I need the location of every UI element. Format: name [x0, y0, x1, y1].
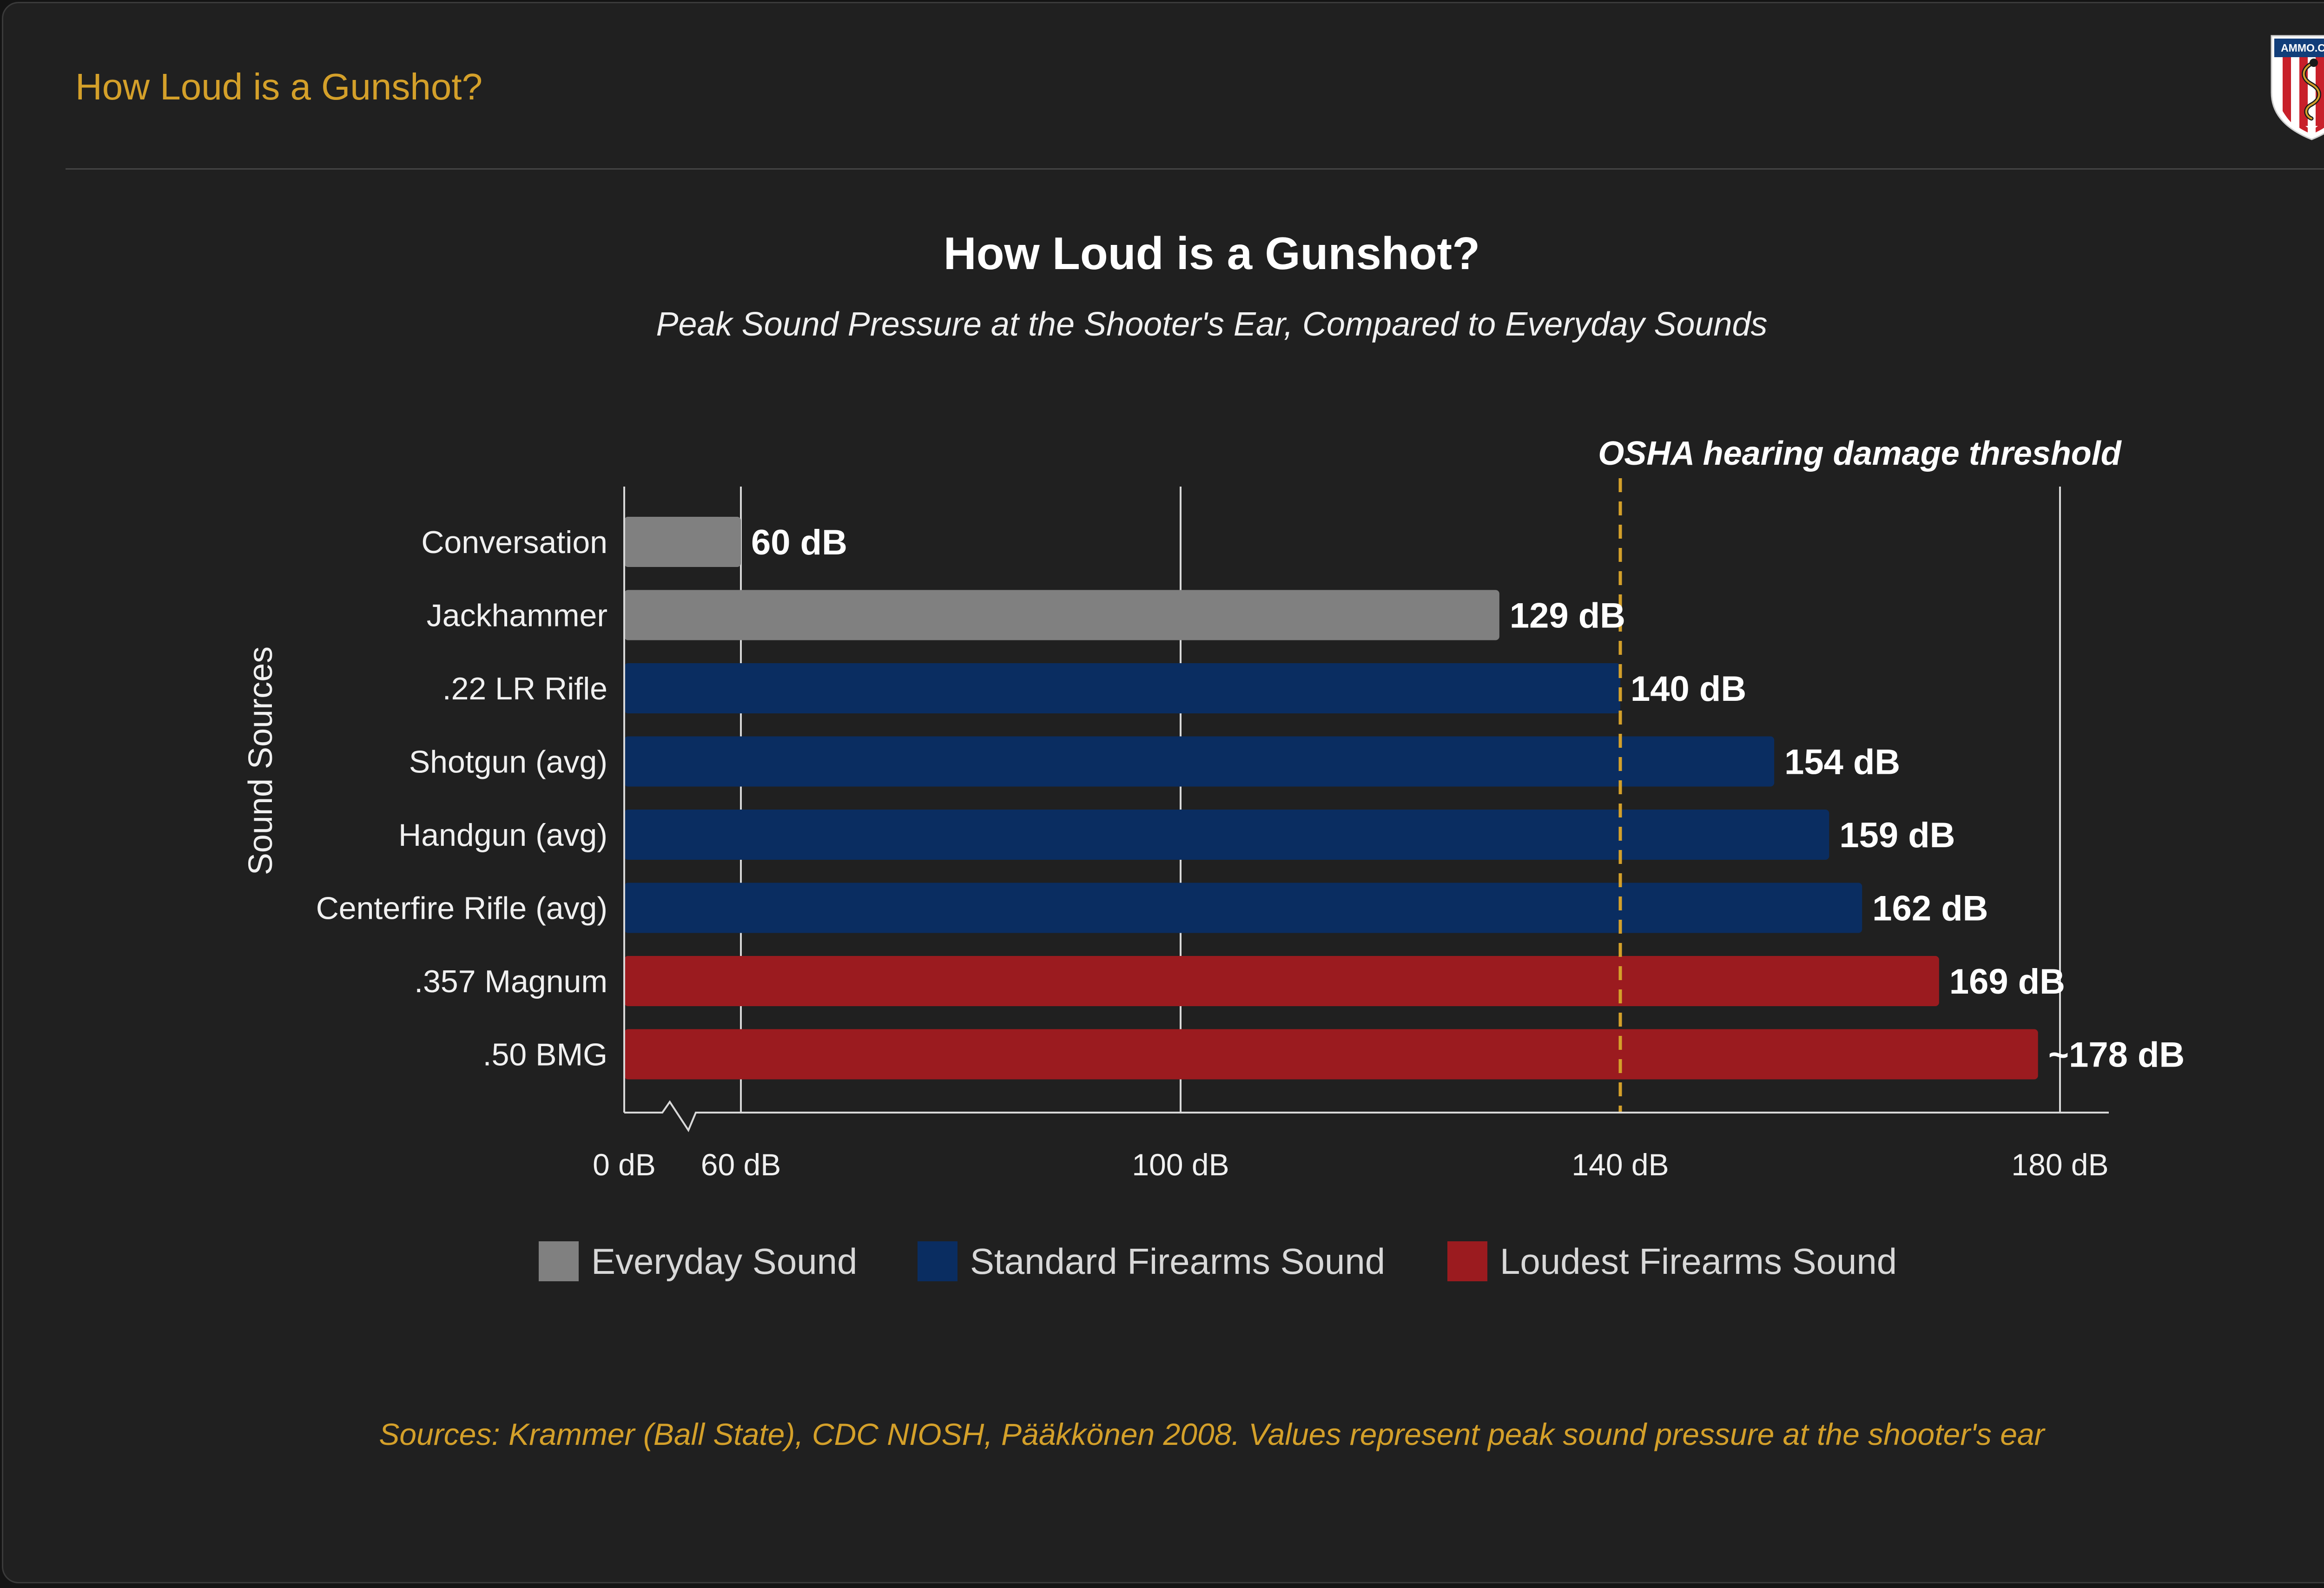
bars	[624, 517, 2038, 1080]
legend-swatch	[918, 1241, 957, 1281]
bar	[624, 810, 1829, 860]
bar	[624, 517, 741, 567]
legend-swatch	[1447, 1241, 1487, 1281]
legend-swatch	[539, 1241, 579, 1281]
category-label: Conversation	[421, 525, 607, 560]
category-label: Shotgun (avg)	[409, 745, 607, 780]
tick-label: 180 dB	[2011, 1147, 2108, 1182]
bar	[624, 590, 1499, 640]
bar	[624, 663, 1620, 713]
category-label: Handgun (avg)	[398, 817, 607, 853]
page-title: How Loud is a Gunshot?	[75, 66, 483, 107]
tick-label: 60 dB	[701, 1147, 781, 1182]
grid-lines	[740, 487, 2061, 1113]
bar	[624, 883, 1862, 933]
category-labels: Conversation Jackhammer .22 LR Rifle Shotgu…	[316, 525, 607, 1073]
tick-label: 140 dB	[1571, 1147, 1669, 1182]
threshold-label: OSHA hearing damage threshold	[1598, 435, 2122, 472]
y-axis-label: Sound Sources	[242, 646, 279, 875]
ammo-logo-icon[interactable]: AMMO.COM	[2269, 33, 2324, 142]
chart-title: How Loud is a Gunshot?	[944, 228, 1480, 279]
legend-label: Loudest Firearms Sound	[1500, 1241, 1897, 1282]
data-label: 140 dB	[1631, 669, 1746, 709]
data-label: 159 dB	[1839, 816, 1955, 855]
data-label: 129 dB	[1510, 596, 1625, 636]
bar	[624, 956, 1939, 1006]
axes	[623, 487, 2109, 1133]
data-label: ~178 dB	[2048, 1035, 2185, 1075]
chart: How Loud is a Gunshot? Peak Sound Pressu…	[242, 228, 2185, 1451]
category-label: Centerfire Rifle (avg)	[316, 891, 607, 926]
category-label: .357 Magnum	[414, 964, 607, 999]
data-label: 162 dB	[1872, 889, 1988, 929]
legend: Everyday Sound Standard Firearms Sound Lou…	[539, 1241, 1897, 1282]
category-label: .50 BMG	[483, 1037, 607, 1073]
tick-label: 100 dB	[1132, 1147, 1229, 1182]
tick-label: 0 dB	[593, 1147, 656, 1182]
threshold: OSHA hearing damage threshold	[1598, 435, 2122, 1113]
data-label: 169 dB	[1949, 962, 2065, 1002]
source-note: Sources: Krammer (Ball State), CDC NIOSH…	[379, 1417, 2046, 1451]
data-label: 60 dB	[751, 523, 847, 562]
bar	[624, 736, 1775, 787]
x-axis-line	[624, 1100, 2109, 1133]
data-label: 154 dB	[1784, 743, 1900, 782]
header-divider	[66, 168, 2324, 170]
logo-text: AMMO.COM	[2281, 42, 2324, 54]
legend-label: Everyday Sound	[591, 1241, 857, 1282]
legend-label: Standard Firearms Sound	[970, 1241, 1385, 1282]
category-label: .22 LR Rifle	[442, 671, 607, 706]
chart-subtitle: Peak Sound Pressure at the Shooter's Ear…	[656, 306, 1767, 343]
x-axis-ticks: 0 dB 60 dB 100 dB 140 dB 180 dB	[593, 1147, 2108, 1182]
bar	[624, 1029, 2038, 1080]
category-label: Jackhammer	[427, 598, 607, 633]
